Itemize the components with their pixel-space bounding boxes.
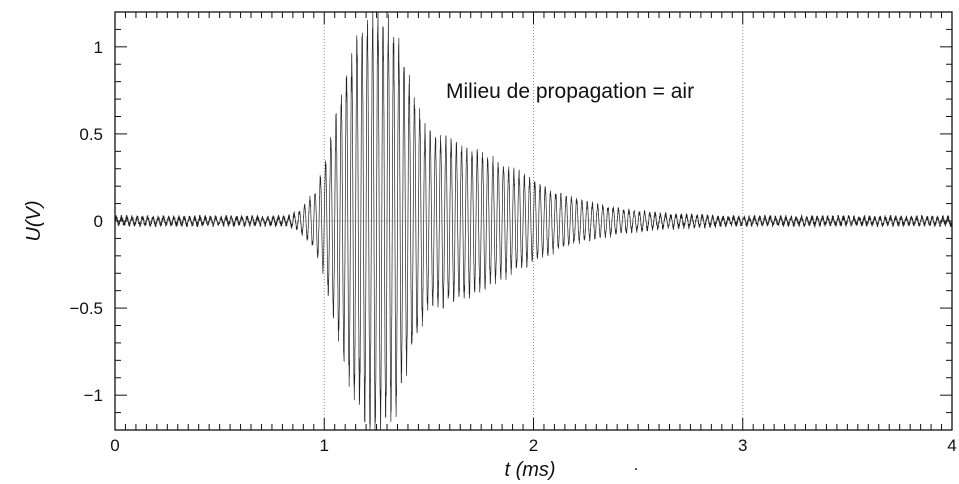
axis-ticks [114,11,953,431]
x-tick-label-0: 0 [110,436,119,455]
stray-mark: . [634,455,639,474]
y-tick-label: 0.5 [79,125,103,144]
x-tick-label-1: 1 [320,436,329,455]
x-axis-title: t (ms) [504,459,555,481]
grid [323,12,744,430]
x-tick-labels: 0 1 2 3 4 [110,436,956,455]
y-axis-title: U(V) [23,200,45,241]
signal-series [114,11,953,431]
y-tick-label: 0 [94,212,103,231]
signal-line [114,11,953,431]
annotation-text: Milieu de propagation = air [446,80,694,103]
y-tick-label: 1 [94,38,103,57]
x-tick-label-2: 2 [529,436,538,455]
y-tick-label: −0.5 [69,299,103,318]
x-tick-label-3: 3 [738,436,747,455]
y-tick-labels: 1 0.5 0 −0.5 −1 [69,38,103,405]
x-tick-label-4: 4 [947,436,956,455]
y-tick-label: −1 [84,386,103,405]
